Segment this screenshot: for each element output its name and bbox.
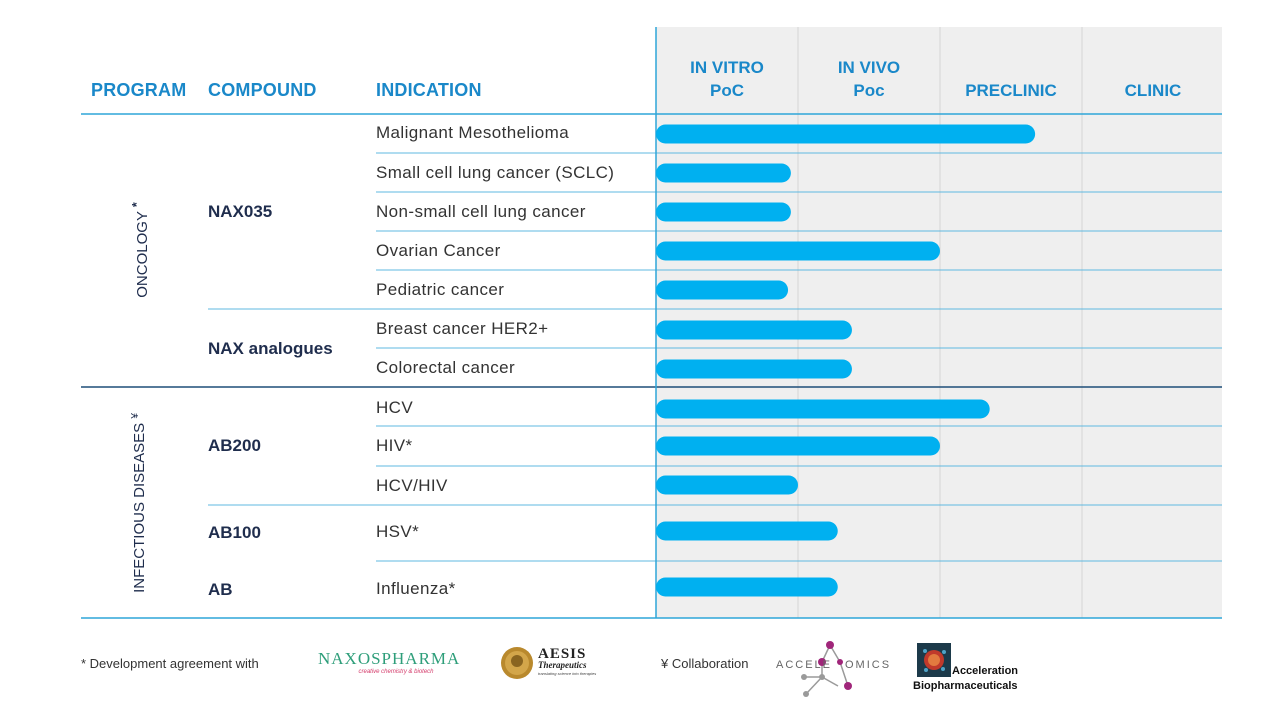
stage-header-line2: PoC [710,81,744,100]
biopharmaceuticals-text: Biopharmaceuticals [913,680,1018,692]
stage-header-line1: IN VIVO [837,58,901,77]
naxospharma-name: NAXOSPHARMA [318,649,461,668]
indication-label: Ovarian Cancer [376,241,501,260]
indication-label: Small cell lung cancer (SCLC) [376,163,615,182]
compound-label: AB100 [208,523,261,542]
stage-header-line1: IN VITRO [690,58,764,77]
molecule-icon [801,641,852,697]
compound-label: AB [208,580,233,599]
progress-bar [656,436,940,456]
compound-label: NAX analogues [208,339,333,358]
aesis-logo: AESIS Therapeutics translating science i… [500,646,620,680]
stage-header-in-vitro: IN VITRO PoC [656,56,798,102]
program-mark: * [130,202,144,208]
indication-label: Colorectal cancer [376,358,516,377]
stage-header-line2: Poc [853,81,885,100]
program-label-oncology: ONCOLOGY * [130,180,151,320]
compound-label: AB200 [208,436,261,455]
compound-header: COMPOUND [208,80,317,100]
development-agreement-note: * Development agreement with [81,656,259,671]
stage-header-in-vivo: IN VIVO Poc [798,56,940,102]
aesis-tagline: translating science into therapies [538,671,597,676]
naxospharma-tagline: creative chemistry & biotech [358,669,434,675]
stage-header-line1: PRECLINIC [965,81,1057,100]
progress-bar [656,202,791,222]
program-name: INFECTIOUS DISEASES [131,422,148,593]
progress-bar [656,241,940,261]
progress-bar [656,359,852,379]
stage-header-preclinic: PRECLINIC [940,79,1082,102]
omics-text: OMICS [845,659,892,671]
acceleromics-logo: ACCELE OMICS [776,640,889,700]
accele-text: ACCELE [776,659,833,671]
stage-header-line1: CLINIC [1124,81,1182,100]
program-mark: ¥ [130,413,141,419]
progress-bar [656,280,789,300]
aesis-name: AESIS [538,646,587,662]
indication-label: Malignant Mesothelioma [376,123,570,142]
progress-bar [656,577,838,597]
indication-label: HSV* [376,522,420,541]
progress-bar [656,320,852,340]
progress-bar [656,399,990,419]
stage-header-clinic: CLINIC [1082,79,1224,102]
indication-label: Pediatric cancer [376,280,505,299]
progress-bar [656,475,798,495]
indication-header: INDICATION [376,80,482,100]
program-label-infectious-diseases: INFECTIOUS DISEASES ¥ [130,403,150,603]
acceleration-text: Acceleration [952,665,1019,677]
program-header: PROGRAM [91,80,187,100]
indication-label: HIV* [376,436,413,455]
acceleration-bio-logo: Acceleration Biopharmaceuticals [912,643,1042,695]
progress-bar [656,124,1036,144]
naxospharma-logo: NAXOSPHARMA creative chemistry & biotech [318,649,474,675]
virus-icon [917,643,951,677]
indication-label: HCV/HIV [376,476,448,495]
compound-label: NAX035 [208,202,273,221]
aesis-coin-icon [501,647,533,679]
aesis-sub: Therapeutics [538,660,587,670]
indication-label: HCV [376,398,414,417]
program-name: ONCOLOGY [134,211,151,298]
progress-bar [656,163,791,183]
indication-label: Non-small cell lung cancer [376,202,586,221]
indication-label: Influenza* [376,579,456,598]
collaboration-note: ¥ Collaboration [661,656,749,671]
progress-bar [656,521,838,541]
indication-label: Breast cancer HER2+ [376,319,549,338]
